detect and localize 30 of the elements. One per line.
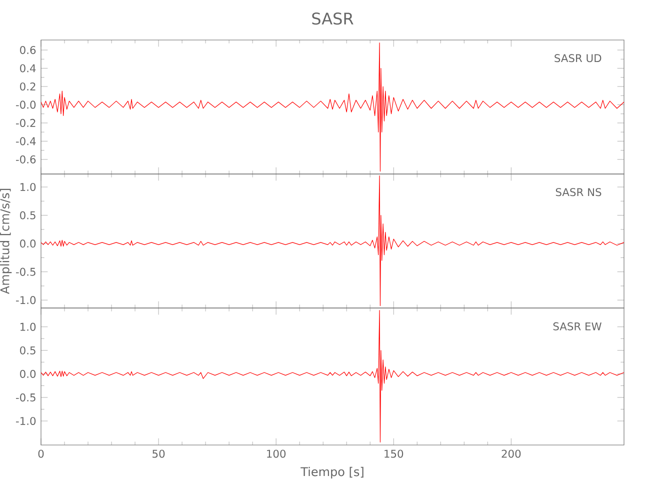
y-tick-label: 0.5	[20, 211, 36, 220]
y-tick-label: 0.4	[20, 64, 36, 72]
y-tick-label: 0.0	[20, 370, 36, 378]
x-tick-label: 100	[267, 450, 286, 458]
y-tick-label: 0.6	[20, 46, 36, 54]
annotation: SASR NS	[556, 188, 602, 196]
x-tick-label: 200	[502, 450, 521, 458]
x-axis-title: Tiempo [s]	[300, 466, 364, 479]
line-series	[41, 42, 624, 172]
y-tick-label: -1.0	[16, 296, 36, 304]
x-tick-label: 150	[384, 450, 404, 458]
y-tick-label: 1.0	[20, 322, 36, 331]
chart-title: SASR	[312, 12, 354, 25]
y-tick-label: -0.2	[16, 118, 36, 127]
y-tick-label: 0.5	[20, 346, 36, 354]
y-tick-label: -0.5	[16, 393, 36, 402]
y-tick-label: -0.6	[16, 155, 36, 164]
y-tick-label: 0.2	[20, 82, 36, 91]
y-tick-label: -0.5	[16, 268, 36, 276]
y-tick-label: 1.0	[20, 182, 36, 192]
y-axis-title: Amplitud [cm/s/s]	[0, 188, 12, 294]
annotation: SASR UD	[554, 54, 602, 62]
x-tick-label: 0	[38, 450, 44, 458]
y-tick-label: -1.0	[16, 416, 36, 426]
y-tick-label: 0.0	[20, 240, 36, 248]
line-series	[41, 310, 624, 442]
y-tick-label: -0.4	[16, 137, 36, 146]
y-tick-label: -0.0	[16, 100, 36, 109]
x-tick-label: 50	[152, 450, 165, 458]
annotation: SASR EW	[553, 322, 602, 330]
